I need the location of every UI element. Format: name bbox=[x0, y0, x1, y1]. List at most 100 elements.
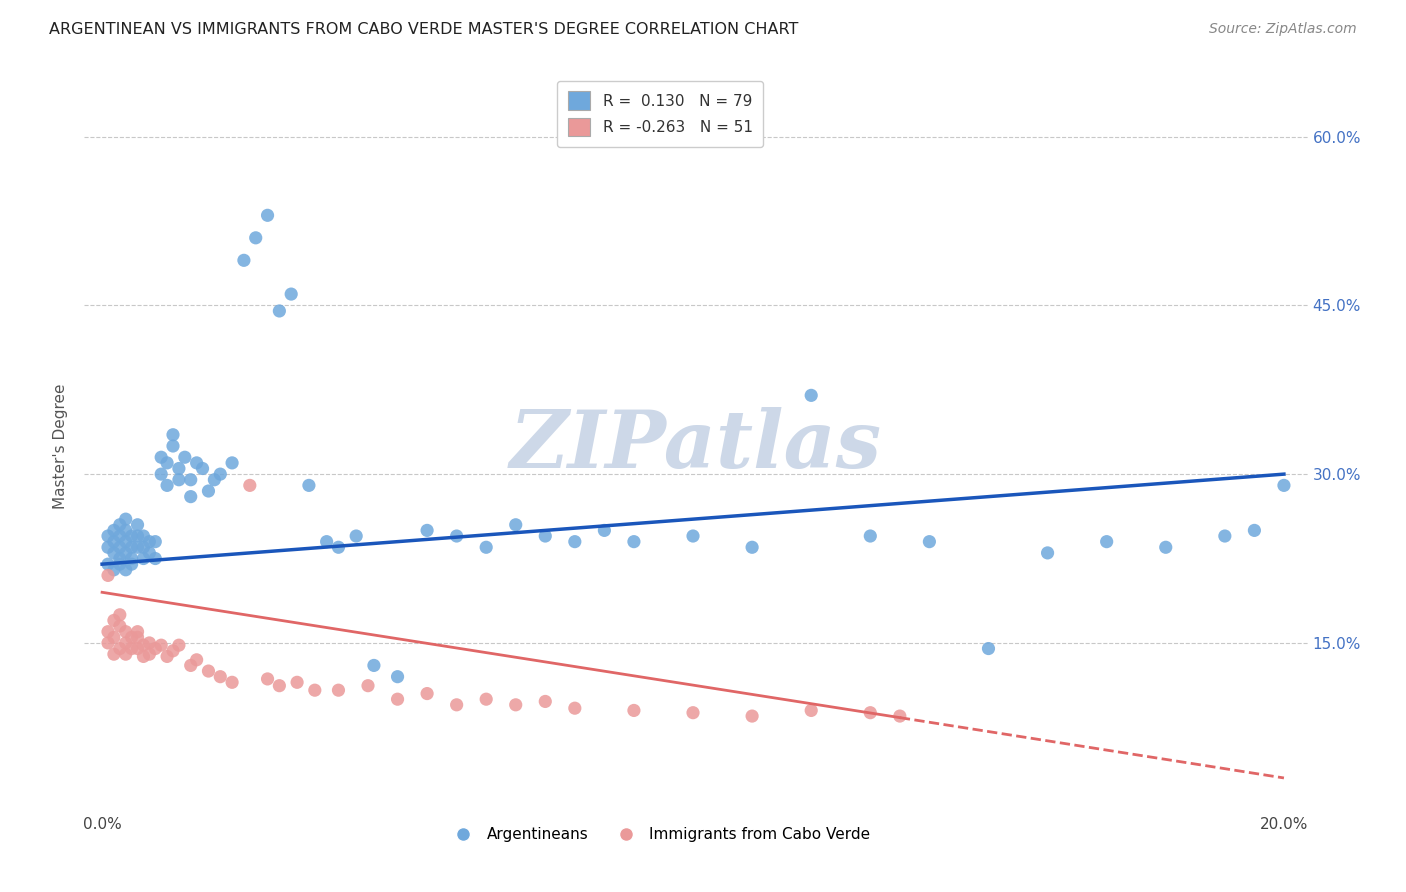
Point bbox=[132, 649, 155, 664]
Point bbox=[108, 619, 131, 633]
Point bbox=[682, 706, 704, 720]
Point bbox=[97, 624, 120, 639]
Point bbox=[103, 563, 125, 577]
Point bbox=[256, 208, 278, 222]
Point bbox=[108, 607, 131, 622]
Point bbox=[534, 529, 557, 543]
Point bbox=[1213, 529, 1236, 543]
Point bbox=[114, 624, 136, 639]
Point bbox=[143, 551, 166, 566]
Point bbox=[143, 534, 166, 549]
Point bbox=[416, 687, 439, 701]
Point bbox=[127, 624, 149, 639]
Point bbox=[256, 672, 278, 686]
Point bbox=[138, 534, 160, 549]
Point bbox=[475, 692, 498, 706]
Point bbox=[121, 630, 143, 644]
Point bbox=[239, 478, 262, 492]
Point bbox=[97, 557, 120, 571]
Point bbox=[505, 517, 527, 532]
Point bbox=[623, 703, 645, 717]
Point bbox=[127, 529, 149, 543]
Point bbox=[180, 473, 202, 487]
Point bbox=[97, 529, 120, 543]
Point bbox=[1036, 546, 1059, 560]
Point bbox=[121, 641, 143, 656]
Point bbox=[114, 563, 136, 577]
Point bbox=[186, 456, 208, 470]
Point bbox=[108, 529, 131, 543]
Point bbox=[138, 636, 160, 650]
Point bbox=[167, 638, 190, 652]
Point bbox=[363, 658, 385, 673]
Text: ARGENTINEAN VS IMMIGRANTS FROM CABO VERDE MASTER'S DEGREE CORRELATION CHART: ARGENTINEAN VS IMMIGRANTS FROM CABO VERD… bbox=[49, 22, 799, 37]
Point bbox=[108, 557, 131, 571]
Point bbox=[150, 450, 173, 465]
Point bbox=[221, 675, 243, 690]
Point bbox=[121, 529, 143, 543]
Point bbox=[156, 649, 179, 664]
Legend: Argentineans, Immigrants from Cabo Verde: Argentineans, Immigrants from Cabo Verde bbox=[441, 821, 876, 848]
Point bbox=[162, 427, 184, 442]
Point bbox=[387, 670, 409, 684]
Point bbox=[108, 541, 131, 555]
Point bbox=[446, 529, 468, 543]
Point bbox=[357, 679, 380, 693]
Point bbox=[114, 636, 136, 650]
Point bbox=[387, 692, 409, 706]
Point bbox=[180, 658, 202, 673]
Point bbox=[280, 287, 302, 301]
Point bbox=[564, 534, 586, 549]
Point bbox=[741, 709, 763, 723]
Point bbox=[121, 541, 143, 555]
Point bbox=[197, 483, 219, 498]
Point bbox=[859, 706, 882, 720]
Point bbox=[245, 231, 267, 245]
Point bbox=[191, 461, 214, 475]
Point bbox=[150, 467, 173, 482]
Point bbox=[344, 529, 367, 543]
Point bbox=[564, 701, 586, 715]
Point bbox=[918, 534, 941, 549]
Point bbox=[446, 698, 468, 712]
Point bbox=[221, 456, 243, 470]
Point bbox=[232, 253, 254, 268]
Point bbox=[103, 546, 125, 560]
Point bbox=[114, 524, 136, 538]
Point bbox=[138, 546, 160, 560]
Point bbox=[209, 670, 232, 684]
Point bbox=[1095, 534, 1118, 549]
Point bbox=[97, 541, 120, 555]
Point bbox=[505, 698, 527, 712]
Point bbox=[114, 546, 136, 560]
Point bbox=[304, 683, 326, 698]
Point bbox=[97, 636, 120, 650]
Point bbox=[977, 641, 1000, 656]
Point bbox=[1154, 541, 1177, 555]
Point bbox=[315, 534, 337, 549]
Point bbox=[97, 568, 120, 582]
Point bbox=[593, 524, 616, 538]
Point bbox=[156, 456, 179, 470]
Text: ZIPatlas: ZIPatlas bbox=[510, 408, 882, 484]
Point bbox=[127, 630, 149, 644]
Point bbox=[103, 614, 125, 628]
Text: Source: ZipAtlas.com: Source: ZipAtlas.com bbox=[1209, 22, 1357, 37]
Point bbox=[132, 529, 155, 543]
Point bbox=[103, 524, 125, 538]
Point bbox=[108, 641, 131, 656]
Point bbox=[328, 683, 350, 698]
Point bbox=[127, 541, 149, 555]
Point bbox=[127, 641, 149, 656]
Point bbox=[150, 638, 173, 652]
Point bbox=[132, 551, 155, 566]
Point bbox=[534, 694, 557, 708]
Point bbox=[186, 653, 208, 667]
Point bbox=[285, 675, 308, 690]
Y-axis label: Master's Degree: Master's Degree bbox=[53, 384, 69, 508]
Point bbox=[298, 478, 321, 492]
Point bbox=[859, 529, 882, 543]
Point bbox=[1243, 524, 1265, 538]
Point bbox=[132, 541, 155, 555]
Point bbox=[132, 638, 155, 652]
